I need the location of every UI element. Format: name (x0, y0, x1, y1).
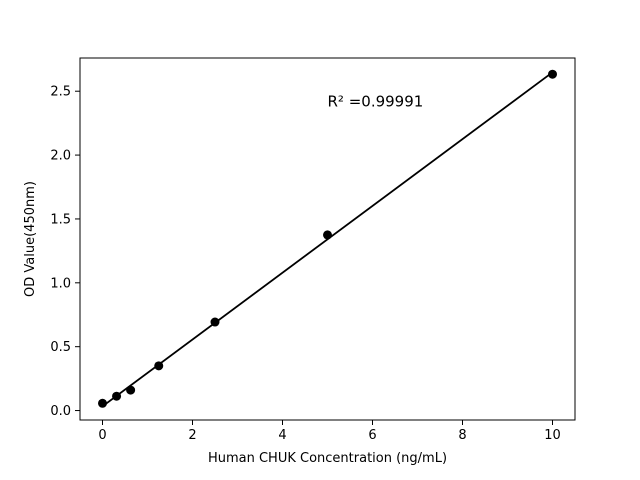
x-tick-label: 8 (458, 428, 466, 443)
y-tick-label: 2.0 (50, 149, 71, 164)
x-axis-label: Human CHUK Concentration (ng/mL) (208, 451, 447, 466)
data-point (126, 385, 136, 395)
x-tick-label: 4 (278, 428, 286, 443)
data-point (323, 230, 332, 240)
y-tick-label: 0.0 (50, 404, 71, 419)
x-tick-label: 2 (188, 428, 196, 443)
x-tick-label: 0 (98, 428, 106, 443)
y-tick-label: 0.5 (50, 340, 71, 355)
x-tick-label: 10 (544, 428, 561, 443)
data-point (98, 398, 107, 408)
data-point (210, 317, 220, 327)
y-tick-label: 1.5 (50, 212, 71, 227)
r-squared-annotation: R² =0.99991 (328, 93, 424, 111)
data-point (548, 69, 557, 79)
y-tick-label: 1.0 (50, 276, 71, 291)
data-point (154, 361, 164, 371)
x-tick-label: 6 (368, 428, 376, 443)
y-tick-label: 2.5 (50, 85, 71, 100)
data-point (112, 391, 122, 401)
plot-frame (79, 57, 576, 421)
y-axis-label: OD Value(450nm) (23, 181, 38, 297)
